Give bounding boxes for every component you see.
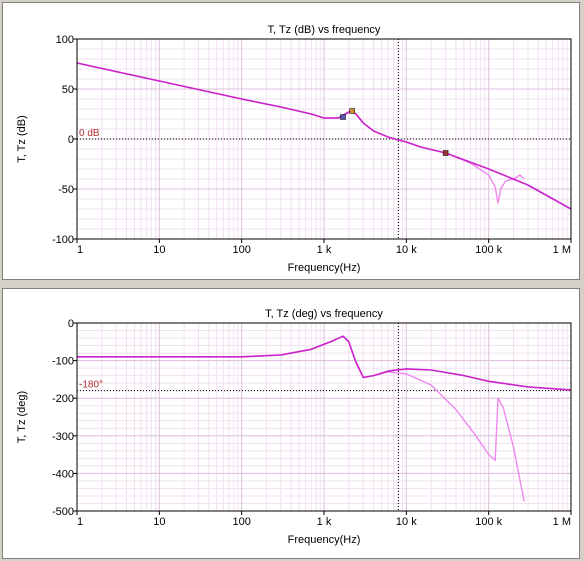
mag-series-line-0 [76,62,525,204]
x-tick-label: 100 k [475,244,502,256]
y-axis-label: T, Tz (deg) [16,391,28,443]
x-tick-label: 1 M [553,516,571,528]
chart-title: T, Tz (deg) vs frequency [265,308,383,320]
y-tick-label: 100 [56,34,74,46]
x-tick-label: 1 k [317,516,332,528]
x-tick-label: 10 k [396,244,417,256]
y-tick-label: -300 [52,431,74,443]
y-tick-label: -100 [52,356,74,368]
magnitude-chart: T, Tz (dB) vs frequency 0 dB 1 10 100 1 k 10 k… [16,24,572,274]
x-tick-label: 1 M [553,244,571,256]
phase-plot-panel: T, Tz (deg) vs frequency -180° 1 10 100 1 k 10… [2,288,580,559]
x-axis-label: Frequency(Hz) [288,534,361,546]
x-tick-label: 1 k [317,244,332,256]
y-tick-label: -50 [58,184,74,196]
y-tick-label: -400 [52,468,74,480]
phase-chart: T, Tz (deg) vs frequency -180° 1 10 100 1 k 10… [16,308,572,546]
y-tick-label: -100 [52,234,74,246]
magnitude-plot-panel: T, Tz (dB) vs frequency 0 dB 1 10 100 1 k 10 k… [2,2,580,280]
reference-label: -180° [79,380,103,391]
x-tick-label: 10 [153,516,165,528]
mag-series-line-1 [76,62,572,210]
x-tick-label: 10 [153,244,165,256]
y-tick-label: 0 [68,134,74,146]
chart-title: T, Tz (dB) vs frequency [268,24,381,36]
x-tick-label: 1 [77,244,83,256]
x-tick-label: 100 k [475,516,502,528]
phase-series-line-1 [77,335,572,391]
marker-point-2 [442,150,449,156]
y-axis-label: T, Tz (dB) [16,115,28,162]
x-tick-label: 100 [232,244,250,256]
x-tick-label: 100 [232,516,250,528]
x-tick-label: 1 [77,516,83,528]
marker-point-1 [349,108,355,114]
y-tick-label: -500 [52,506,74,518]
marker-point-0 [340,114,346,120]
x-axis-label: Frequency(Hz) [288,262,361,274]
y-tick-label: 50 [62,84,74,96]
y-tick-label: 0 [68,318,74,330]
x-tick-label: 10 k [396,516,417,528]
y-tick-label: -200 [52,393,74,405]
reference-label: 0 dB [79,128,100,139]
